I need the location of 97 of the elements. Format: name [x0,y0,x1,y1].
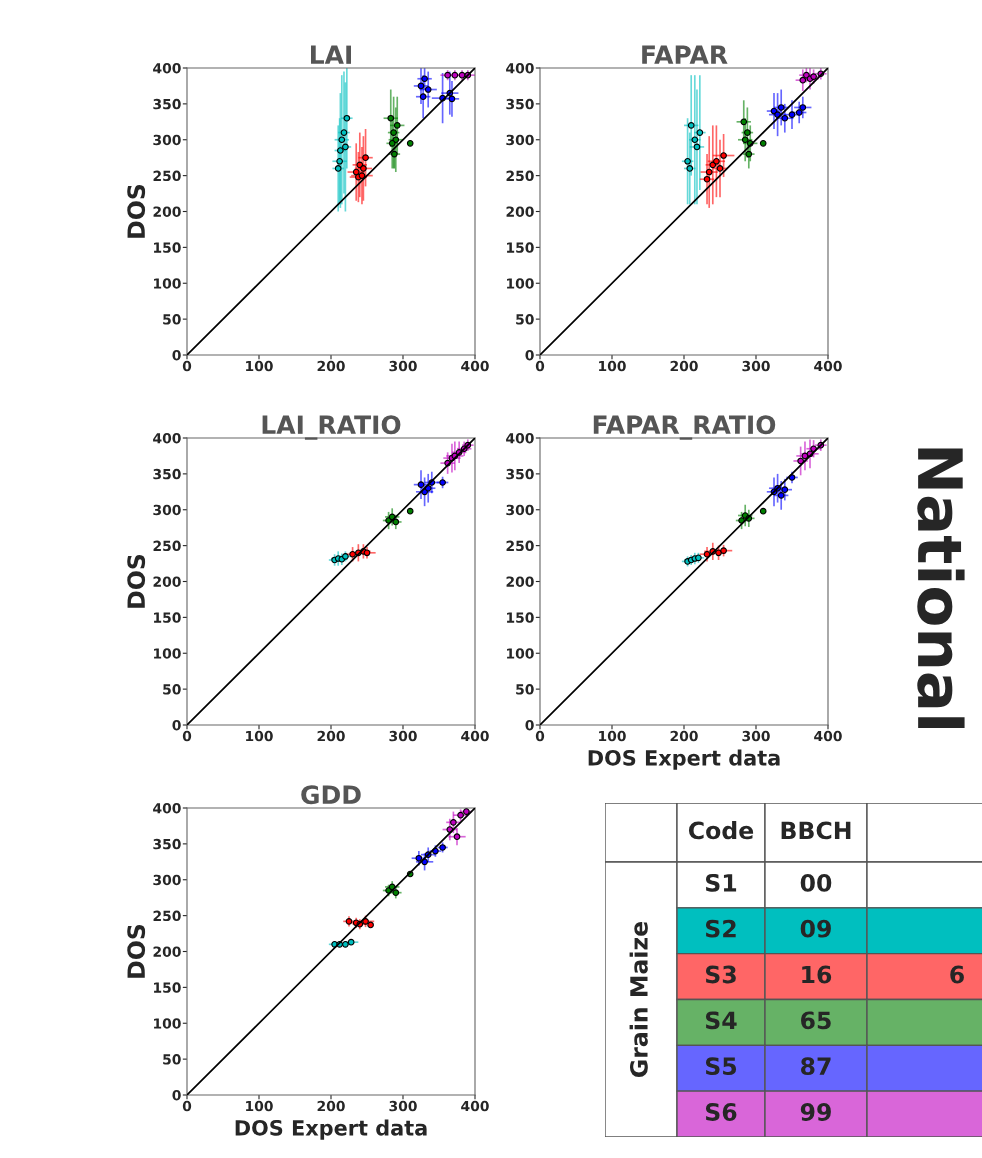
x-tick-label: 0 [182,730,192,742]
y-tick-label: 300 [153,874,181,886]
y-tick-label: 0 [525,719,534,731]
text: National [917,448,965,728]
y-tick-label: 0 [172,349,181,361]
text: S6 [705,1103,737,1121]
y-tick-label: 50 [163,314,181,325]
x-tick-label: 100 [246,360,273,372]
category-label: BBCH [781,821,851,840]
x-tick-label: 100 [599,360,626,372]
y-tick-label: 250 [153,910,181,922]
x-tick-label: 0 [535,360,545,372]
y-tick-label: 300 [506,504,534,516]
chart-title: GDD [301,785,361,805]
x-tick-label: 300 [742,360,770,372]
x-axis-title: DOS Expert data [588,749,780,770]
y-tick-label: 200 [153,206,181,217]
y-tick-label: 150 [154,242,181,253]
y-tick-label: 350 [506,468,534,480]
x-tick-label: 200 [317,730,345,742]
y-tick-label: 400 [153,62,181,74]
y-tick-label: 150 [154,612,181,623]
chart-title: FAPAR_RATIO [593,415,776,440]
y-tick-label: 50 [163,684,181,695]
y-tick-label: 400 [506,62,534,74]
chart-title: LAI [311,45,351,64]
x-tick-label: 0 [182,1100,192,1112]
text: Grain Maize [629,921,648,1077]
text: 00 [800,873,832,892]
y-axis-title: DOS [127,924,146,978]
y-tick-label: 0 [172,1089,181,1101]
y-tick-label: 150 [154,982,181,993]
y-tick-label: 250 [506,170,534,182]
x-tick-label: 200 [670,360,698,372]
text: S3 [705,965,736,984]
y-tick-label: 350 [153,98,181,110]
y-tick-label: 200 [153,576,181,587]
y-tick-label: 100 [154,648,181,659]
x-tick-label: 400 [814,730,842,742]
y-tick-label: 50 [163,1054,181,1065]
x-tick-label: 100 [246,1100,273,1112]
x-tick-label: 400 [461,1100,489,1112]
text: 6 [950,965,964,984]
y-tick-label: 250 [153,170,181,182]
y-tick-label: 300 [153,504,181,516]
x-tick-label: 200 [670,730,698,742]
y-tick-label: 200 [153,946,181,957]
y-tick-label: 150 [507,242,534,253]
text: S2 [705,919,736,938]
x-tick-label: 300 [389,360,417,372]
y-tick-label: 0 [525,349,534,361]
chart-title: LAI_RATIO [262,415,401,440]
x-tick-label: 300 [742,730,770,742]
y-axis-title: DOS [127,554,146,608]
x-tick-label: 300 [389,1100,417,1112]
y-tick-label: 100 [154,278,181,289]
y-tick-label: 350 [153,838,181,850]
y-tick-label: 400 [153,432,181,444]
y-tick-label: 400 [506,432,534,444]
text: 99 [800,1103,831,1121]
y-tick-label: 50 [516,684,534,695]
y-axis-title: DOS [127,184,146,238]
y-tick-label: 200 [506,576,534,587]
y-tick-label: 350 [506,98,534,110]
text: 16 [802,965,832,984]
y-tick-label: 100 [507,278,534,289]
x-tick-label: 100 [599,730,626,742]
x-tick-label: 0 [182,360,192,372]
y-tick-label: 400 [153,802,181,814]
y-tick-label: 350 [153,468,181,480]
y-tick-label: 300 [153,134,181,146]
x-tick-label: 300 [389,730,417,742]
y-tick-label: 100 [154,1018,181,1029]
x-axis-title: DOS Expert data [235,1119,427,1140]
y-tick-label: 300 [506,134,534,146]
y-tick-label: 250 [506,540,534,552]
text: S4 [705,1011,737,1030]
text: S1 [705,873,737,892]
x-tick-label: 200 [317,1100,345,1112]
text: 09 [800,919,831,938]
y-tick-label: 0 [172,719,181,731]
y-tick-label: 50 [516,314,534,325]
x-tick-label: 400 [814,360,842,372]
x-tick-label: 200 [317,360,345,372]
text: S5 [705,1057,737,1076]
x-tick-label: 100 [246,730,273,742]
y-tick-label: 100 [507,648,534,659]
x-tick-label: 400 [461,360,489,372]
category-label: Code [688,821,754,840]
y-tick-label: 150 [507,612,534,623]
y-tick-label: 250 [153,540,181,552]
x-tick-label: 0 [535,730,545,742]
chart-title: FAPAR [642,45,728,64]
y-tick-label: 200 [506,206,534,217]
text: 65 [801,1011,831,1030]
text: 87 [801,1057,831,1076]
x-tick-label: 400 [461,730,489,742]
